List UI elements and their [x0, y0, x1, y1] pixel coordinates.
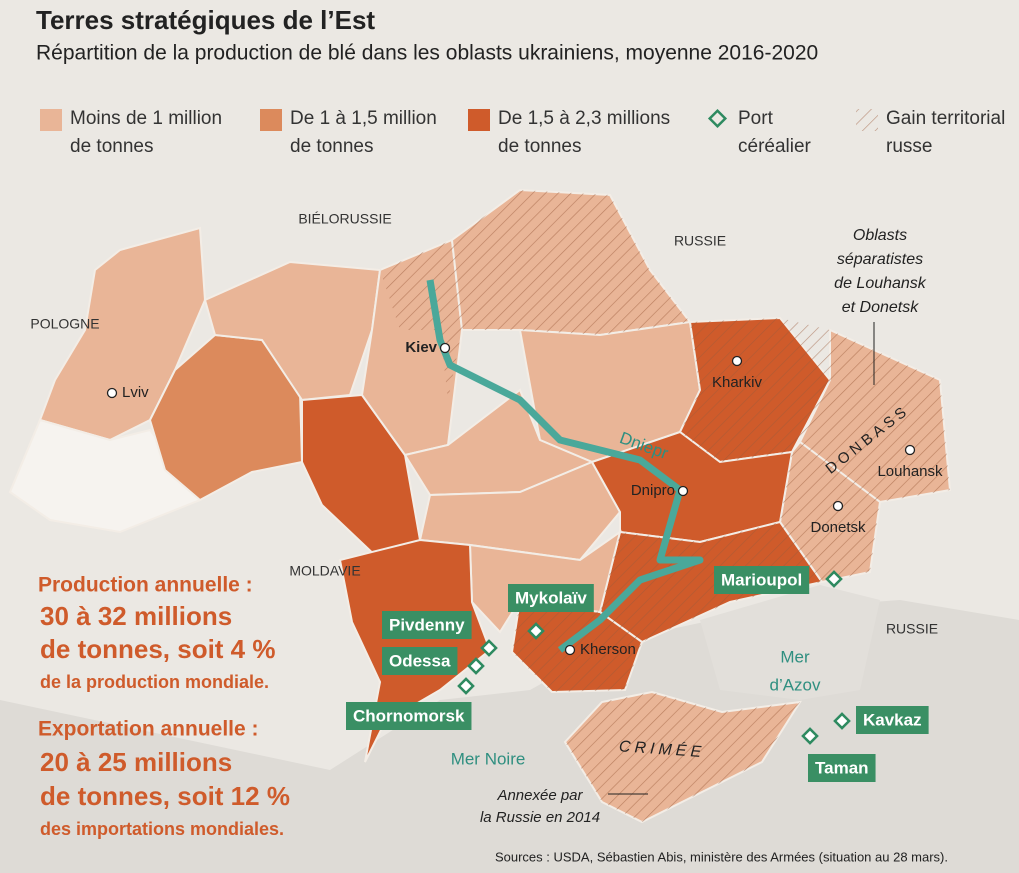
port-label: Taman [815, 758, 869, 777]
legend-label: de tonnes [498, 136, 581, 157]
legend: Moins de 1 million de tonnes De 1 à 1,5 mi… [40, 108, 1005, 157]
city-label: Lviv [122, 384, 149, 401]
country-label: RUSSIE [886, 621, 938, 637]
annotation-line: Annexée par [496, 787, 583, 804]
port-marker [801, 727, 819, 745]
annotation-line: Oblasts [853, 227, 907, 244]
ports: Mykolaïv Pivdenny Odessa Chornomorsk Marioup… [346, 566, 929, 782]
legend-label: Port [738, 108, 774, 129]
city-marker [106, 387, 118, 399]
stat-line: Exportation annuelle : [38, 718, 259, 741]
sea-label: d’Azov [769, 675, 821, 694]
port-marker [833, 712, 851, 730]
subtitle: Répartition de la production de blé dans… [36, 42, 818, 65]
stat-line: de la production mondiale. [40, 672, 269, 692]
port-label: Mykolaïv [515, 588, 587, 607]
hatched-area [565, 692, 800, 822]
port-label: Odessa [389, 651, 451, 670]
country-label: RUSSIE [674, 233, 726, 249]
port-label: Chornomorsk [353, 706, 465, 725]
legend-swatch [40, 109, 62, 131]
stat-line: 20 à 25 millions [40, 747, 232, 777]
port-box [856, 706, 929, 734]
city-marker [564, 644, 576, 656]
port-marker [825, 570, 843, 588]
city-label: Kherson [580, 641, 636, 658]
stat-line: 30 à 32 millions [40, 601, 232, 631]
legend-label: céréalier [738, 136, 812, 157]
city-label: Kharkiv [712, 374, 763, 391]
port-label: Marioupol [721, 570, 802, 589]
stats: Production annuelle : 30 à 32 millions d… [38, 574, 290, 839]
city-label: Donetsk [810, 519, 866, 536]
legend-swatch [260, 109, 282, 131]
city-label: Dnipro [631, 482, 675, 499]
port-box [808, 754, 876, 782]
port-box [346, 702, 472, 730]
port-marker [480, 639, 498, 657]
legend-swatch [468, 109, 490, 131]
legend-label: de tonnes [290, 136, 373, 157]
title: Terres stratégiques de l’Est [36, 5, 375, 35]
city-label: Louhansk [877, 463, 943, 480]
city-marker [731, 355, 743, 367]
stat-line: de tonnes, soit 4 % [40, 634, 276, 664]
country-label: BIÉLORUSSIE [298, 211, 391, 227]
port-marker [527, 622, 545, 640]
sea-label: Mer [780, 647, 810, 666]
legend-label: De 1 à 1,5 million [290, 108, 437, 129]
sea-label: Mer Noire [451, 749, 526, 768]
country-label: MOLDAVIE [289, 563, 360, 579]
port-box [382, 647, 458, 675]
stat-line: des importations mondiales. [40, 819, 284, 839]
legend-label: de tonnes [70, 136, 153, 157]
legend-swatch [856, 109, 878, 131]
port-box [382, 611, 472, 639]
stat-line: de tonnes, soit 12 % [40, 781, 290, 811]
port-marker [467, 657, 485, 675]
cities: Kiev Lviv Kharkiv Dnipro Louhansk Donetsk Kher… [106, 339, 943, 658]
annotation-line: séparatistes [837, 251, 923, 268]
annotation-line: et Donetsk [842, 299, 919, 316]
port-box [508, 584, 594, 612]
city-marker [832, 500, 844, 512]
annotation-line: la Russie en 2014 [480, 809, 600, 826]
legend-swatch [707, 108, 728, 129]
sea-of-azov [700, 585, 880, 700]
port-label: Kavkaz [863, 710, 922, 729]
city-marker [904, 444, 916, 456]
legend-label: russe [886, 136, 932, 157]
source: Sources : USDA, Sébastien Abis, ministèr… [495, 849, 948, 864]
legend-label: Gain territorial [886, 108, 1005, 129]
stat-line: Production annuelle : [38, 574, 253, 597]
port-label: Pivdenny [389, 615, 465, 634]
city-marker [439, 342, 451, 354]
annotation-line: de Louhansk [834, 275, 927, 292]
port-marker [457, 677, 475, 695]
river [426, 279, 704, 653]
legend-label: Moins de 1 million [70, 108, 222, 129]
city-label: Kiev [405, 339, 437, 356]
port-box [714, 566, 810, 594]
country-label: POLOGNE [30, 316, 99, 332]
city-marker [677, 485, 689, 497]
annotation: Oblasts séparatistes de Louhansk et Done… [480, 227, 927, 826]
legend-label: De 1,5 à 2,3 millions [498, 108, 670, 129]
